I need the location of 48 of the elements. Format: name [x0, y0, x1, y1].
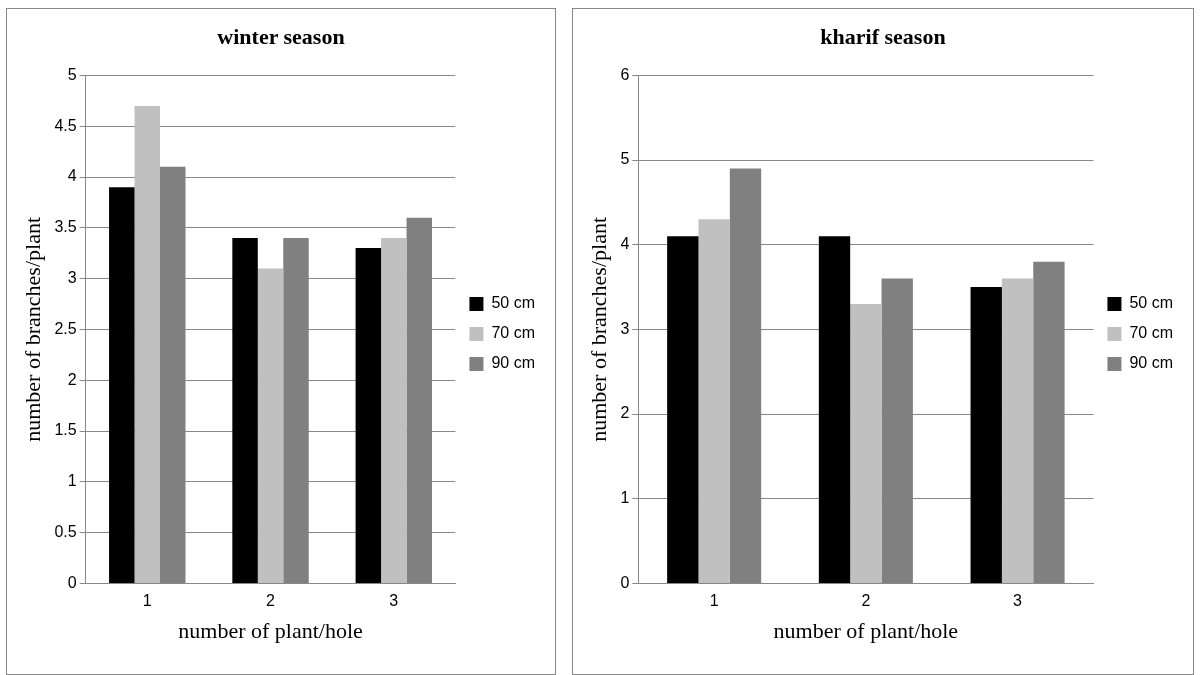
y-axis-title: number of branches/plant	[19, 216, 45, 442]
legend-label: 70 cm	[491, 324, 536, 342]
x-tick-label: 2	[266, 592, 276, 610]
bar	[109, 187, 135, 583]
x-tick-label: 1	[709, 592, 719, 610]
bar	[667, 236, 699, 583]
y-tick-label: 4	[67, 167, 77, 185]
bar	[232, 237, 258, 583]
y-tick-label: 6	[620, 65, 630, 83]
bar	[355, 248, 382, 583]
y-tick-label: 1	[620, 489, 630, 507]
x-axis-title: number of plant/hole	[178, 617, 363, 643]
chart-title: winter season	[217, 23, 345, 49]
y-tick-label: 4	[620, 235, 630, 253]
bar	[850, 304, 882, 583]
y-tick-label: 2	[620, 404, 630, 422]
bar	[970, 287, 1002, 583]
y-tick-label: 3	[620, 319, 630, 337]
x-tick-label: 3	[389, 592, 399, 610]
y-tick-label: 0	[67, 573, 77, 591]
bar	[381, 237, 407, 583]
legend-label: 90 cm	[491, 354, 536, 372]
bar	[698, 219, 730, 583]
y-tick-label: 0	[620, 573, 630, 591]
legend-label: 50 cm	[1129, 294, 1174, 312]
bar	[134, 105, 161, 583]
y-tick-label: 4.5	[54, 116, 77, 134]
y-tick-label: 3	[67, 269, 77, 287]
y-tick-label: 0.5	[54, 523, 77, 541]
y-tick-label: 1.5	[54, 421, 77, 439]
legend-label: 50 cm	[491, 294, 536, 312]
y-tick-label: 3.5	[54, 218, 77, 236]
y-axis-title: number of branches/plant	[585, 216, 611, 442]
bar	[818, 236, 851, 583]
x-tick-label: 3	[1013, 592, 1023, 610]
x-tick-label: 2	[861, 592, 871, 610]
bar	[1001, 278, 1034, 583]
bar	[257, 268, 284, 583]
y-tick-label: 5	[67, 65, 77, 83]
y-tick-label: 5	[620, 150, 630, 168]
legend-label: 90 cm	[1129, 354, 1174, 372]
legend-label: 70 cm	[1129, 324, 1174, 342]
x-tick-label: 1	[142, 592, 152, 610]
y-tick-label: 2.5	[54, 319, 77, 337]
y-tick-label: 2	[67, 370, 77, 388]
chart-title: kharif season	[820, 23, 946, 49]
x-axis-title: number of plant/hole	[773, 617, 959, 643]
y-tick-label: 1	[67, 472, 77, 490]
